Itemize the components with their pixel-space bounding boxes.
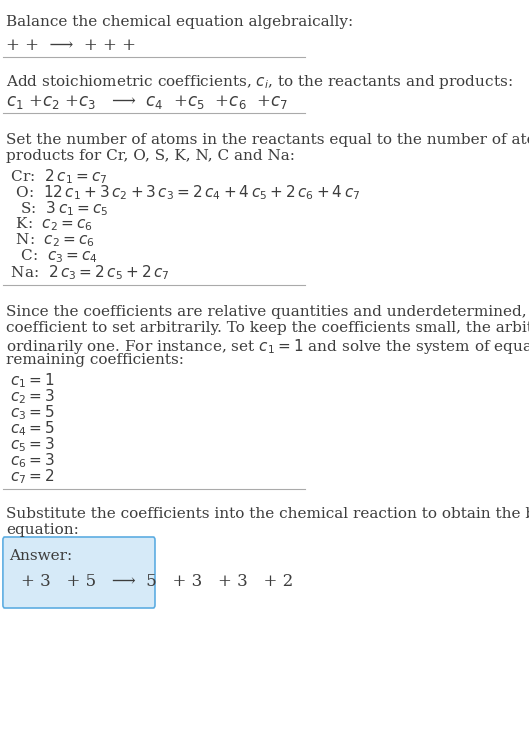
Text: $c_1$ +$c_2$ +$c_3$   ⟶  $c_4$  +$c_5$  +$c_6$  +$c_7$: $c_1$ +$c_2$ +$c_3$ ⟶ $c_4$ +$c_5$ +$c_6… (6, 93, 288, 111)
Text: $c_4 = 5$: $c_4 = 5$ (11, 419, 55, 438)
Text: C:  $c_3 = c_4$: C: $c_3 = c_4$ (6, 247, 98, 265)
Text: Substitute the coefficients into the chemical reaction to obtain the balanced: Substitute the coefficients into the che… (6, 507, 529, 521)
Text: S:  $3\,c_1 = c_5$: S: $3\,c_1 = c_5$ (6, 199, 108, 218)
Text: $c_2 = 3$: $c_2 = 3$ (11, 387, 56, 406)
Text: Since the coefficients are relative quantities and underdetermined, choose a: Since the coefficients are relative quan… (6, 305, 529, 319)
Text: $c_3 = 5$: $c_3 = 5$ (11, 403, 55, 422)
Text: $c_6 = 3$: $c_6 = 3$ (11, 451, 56, 470)
Text: N:  $c_2 = c_6$: N: $c_2 = c_6$ (6, 231, 95, 249)
Text: equation:: equation: (6, 523, 79, 537)
Text: Cr:  $2\,c_1 = c_7$: Cr: $2\,c_1 = c_7$ (6, 167, 107, 186)
Text: K:  $c_2 = c_6$: K: $c_2 = c_6$ (6, 215, 93, 233)
Text: Set the number of atoms in the reactants equal to the number of atoms in the: Set the number of atoms in the reactants… (6, 133, 529, 147)
Text: ordinarily one. For instance, set $c_1 = 1$ and solve the system of equations fo: ordinarily one. For instance, set $c_1 =… (6, 337, 529, 356)
Text: O:  $12\,c_1 + 3\,c_2 + 3\,c_3 = 2\,c_4 + 4\,c_5 + 2\,c_6 + 4\,c_7$: O: $12\,c_1 + 3\,c_2 + 3\,c_3 = 2\,c_4 +… (6, 183, 360, 201)
Text: products for Cr, O, S, K, N, C and Na:: products for Cr, O, S, K, N, C and Na: (6, 149, 295, 163)
Text: + 3   + 5   ⟶  5   + 3   + 3   + 2: + 3 + 5 ⟶ 5 + 3 + 3 + 2 (21, 573, 293, 590)
Text: Balance the chemical equation algebraically:: Balance the chemical equation algebraica… (6, 15, 353, 29)
Text: Na:  $2\,c_3 = 2\,c_5 + 2\,c_7$: Na: $2\,c_3 = 2\,c_5 + 2\,c_7$ (6, 263, 169, 282)
Text: Answer:: Answer: (10, 549, 72, 563)
Text: coefficient to set arbitrarily. To keep the coefficients small, the arbitrary va: coefficient to set arbitrarily. To keep … (6, 321, 529, 335)
Text: $c_5 = 3$: $c_5 = 3$ (11, 435, 56, 454)
Text: $c_1 = 1$: $c_1 = 1$ (11, 371, 55, 389)
Text: + +  ⟶  + + +: + + ⟶ + + + (6, 37, 136, 54)
Text: Add stoichiometric coefficients, $c_i$, to the reactants and products:: Add stoichiometric coefficients, $c_i$, … (6, 73, 513, 91)
Text: remaining coefficients:: remaining coefficients: (6, 353, 184, 367)
FancyBboxPatch shape (3, 537, 155, 608)
Text: $c_7 = 2$: $c_7 = 2$ (11, 467, 55, 486)
